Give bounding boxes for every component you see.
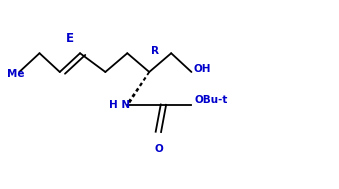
Text: R: R (151, 46, 159, 56)
Text: O: O (154, 144, 163, 154)
Text: OBu-t: OBu-t (195, 95, 228, 105)
Text: H N: H N (109, 100, 130, 110)
Text: Me: Me (7, 69, 25, 79)
Text: OH: OH (193, 64, 211, 74)
Text: E: E (66, 32, 74, 45)
